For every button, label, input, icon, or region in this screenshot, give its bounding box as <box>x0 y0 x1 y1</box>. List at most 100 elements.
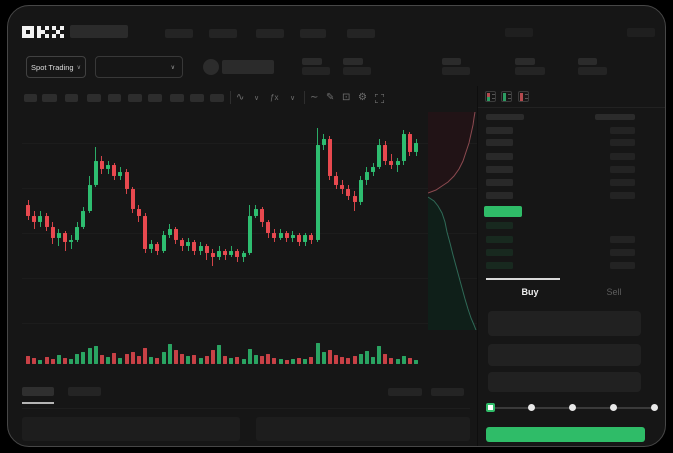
total-input[interactable] <box>488 372 641 392</box>
coin-avatar <box>203 59 219 75</box>
bid-row[interactable] <box>486 249 513 256</box>
skeleton-nav-item[interactable] <box>347 29 375 38</box>
skeleton-stat-label <box>578 58 597 65</box>
book-bids-only-icon[interactable] <box>501 91 512 102</box>
chevron-down-icon[interactable]: ∨ <box>254 95 260 102</box>
divider <box>478 107 665 108</box>
timeframe-button[interactable] <box>148 94 162 102</box>
bid-row[interactable] <box>486 222 513 229</box>
skeleton-price <box>222 60 274 74</box>
ask-row-amount <box>610 179 635 186</box>
bottom-tab-active[interactable] <box>22 387 54 396</box>
line-tool-icon[interactable]: ∼ <box>310 92 319 103</box>
skeleton-search[interactable] <box>70 25 128 38</box>
bid-row-amount <box>610 236 635 243</box>
open-orders-placeholder <box>22 417 240 441</box>
divider <box>230 91 231 104</box>
fullscreen-icon[interactable] <box>375 94 384 103</box>
tab-indicator <box>486 278 560 280</box>
timeframe-button[interactable] <box>190 94 204 102</box>
bid-row-amount <box>610 262 635 269</box>
bid-row[interactable] <box>486 236 513 243</box>
slider-stop[interactable] <box>651 404 658 411</box>
orderbook-header-amount <box>595 114 635 120</box>
ask-row-amount <box>610 127 635 134</box>
divider <box>22 408 470 409</box>
tab-sell[interactable]: Sell <box>606 287 622 297</box>
bottom-action[interactable] <box>431 388 464 396</box>
chevron-down-icon: ∨ <box>170 64 175 71</box>
book-combined-icon[interactable] <box>485 91 496 102</box>
ask-row[interactable] <box>486 192 513 199</box>
skeleton-stat-label <box>343 58 363 65</box>
bid-row-amount <box>610 249 635 256</box>
order-history-placeholder <box>256 417 470 441</box>
ask-row[interactable] <box>486 127 513 134</box>
ask-row-amount <box>610 153 635 160</box>
buy-submit-button[interactable] <box>486 427 645 442</box>
book-asks-only-icon[interactable] <box>518 91 529 102</box>
skeleton-stat-value <box>515 67 545 75</box>
gridline <box>22 143 478 144</box>
slider-handle[interactable] <box>486 403 495 412</box>
chevron-down-icon[interactable]: ∨ <box>290 95 296 102</box>
gridline <box>22 278 478 279</box>
slider-stop[interactable] <box>569 404 576 411</box>
ask-row[interactable] <box>486 153 513 160</box>
ask-row-amount <box>610 166 635 173</box>
candlestick-chart[interactable] <box>22 110 478 375</box>
amount-input[interactable] <box>488 344 641 366</box>
okx-logo <box>22 26 64 38</box>
ask-row[interactable] <box>486 179 513 186</box>
timeframe-button[interactable] <box>65 94 78 102</box>
last-price-badge[interactable] <box>484 206 522 217</box>
price-input[interactable] <box>488 311 641 336</box>
timeframe-button[interactable] <box>42 94 57 102</box>
ask-row[interactable] <box>486 139 513 146</box>
indicators-icon[interactable]: ƒx <box>270 93 279 102</box>
pair-dropdown[interactable]: ∨ <box>95 56 183 78</box>
skeleton-nav-item[interactable] <box>209 29 237 38</box>
settings-icon[interactable]: ⚙ <box>358 92 367 103</box>
slider-stop[interactable] <box>610 404 617 411</box>
market-type-label: Spot Trading <box>31 62 74 72</box>
skeleton-stat-value <box>578 67 607 75</box>
timeframe-button[interactable] <box>24 94 37 102</box>
bottom-action[interactable] <box>388 388 422 396</box>
volume-layer <box>22 110 478 375</box>
timeframe-button[interactable] <box>128 94 142 102</box>
divider <box>477 86 478 446</box>
ask-row[interactable] <box>486 166 513 173</box>
snapshot-icon[interactable]: ⊡ <box>342 92 351 103</box>
skeleton-nav-item[interactable] <box>505 28 533 37</box>
bottom-tab[interactable] <box>68 387 101 396</box>
skeleton-stat-value <box>302 67 330 75</box>
bid-row[interactable] <box>486 262 513 269</box>
draw-icon[interactable]: ✎ <box>326 92 335 103</box>
timeframe-button[interactable] <box>210 94 224 102</box>
orderbook-header-price <box>486 114 524 120</box>
candle-layer <box>22 110 478 375</box>
skeleton-nav-item[interactable] <box>627 28 655 37</box>
skeleton-nav-item[interactable] <box>256 29 284 38</box>
timeframe-button[interactable] <box>87 94 101 102</box>
market-type-selector[interactable]: Spot Trading ∨ <box>26 56 86 78</box>
tab-buy[interactable]: Buy <box>521 287 539 297</box>
ask-row-amount <box>610 139 635 146</box>
tab-underline <box>22 402 54 404</box>
timeframe-button[interactable] <box>170 94 184 102</box>
timeframe-button[interactable] <box>108 94 121 102</box>
skeleton-stat-label <box>302 58 322 65</box>
skeleton-stat-label <box>442 58 461 65</box>
gridline <box>22 188 478 189</box>
slider-stop[interactable] <box>528 404 535 411</box>
skeleton-nav-item[interactable] <box>300 29 326 38</box>
gridline <box>22 323 478 324</box>
chart-type-icon[interactable]: ∿ <box>236 92 245 103</box>
skeleton-nav-item[interactable] <box>165 29 193 38</box>
skeleton-stat-label <box>515 58 535 65</box>
app-window: Spot Trading ∨ ∨ ∿ ∨ ƒx ∨ ∼ ✎ ⊡ ⚙ <box>7 5 666 447</box>
skeleton-stat-value <box>442 67 470 75</box>
depth-overlay <box>428 112 477 330</box>
chevron-down-icon: ∨ <box>76 64 81 71</box>
